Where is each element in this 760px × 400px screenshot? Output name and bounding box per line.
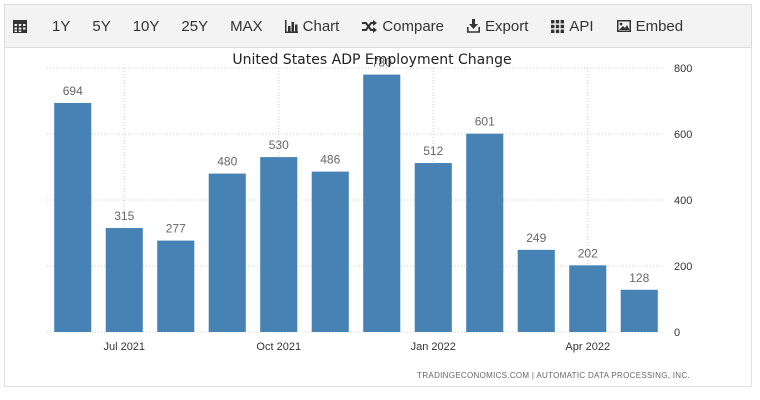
data-label: 512 — [423, 144, 443, 158]
calendar-icon — [13, 20, 27, 33]
y-tick-label: 200 — [674, 261, 692, 273]
api-button[interactable]: API — [551, 4, 594, 48]
shuffle-icon — [362, 19, 378, 33]
data-label: 202 — [578, 246, 598, 260]
y-tick-label: 600 — [674, 129, 692, 141]
bar-apr-2022[interactable] — [569, 265, 607, 332]
bar-oct-2021[interactable] — [260, 157, 298, 332]
bar-jan-2022[interactable] — [414, 163, 452, 332]
data-label: 128 — [629, 271, 649, 285]
embed-button-label: Embed — [635, 17, 684, 35]
grid-icon — [551, 19, 565, 33]
image-icon — [616, 20, 631, 32]
compare-button-label: Compare — [382, 17, 445, 35]
axis-layer: 0 200 400 600 800 Jul 2021 Oct 2021 Jan 2022 Apr… — [103, 63, 692, 353]
bar-nov-2021[interactable] — [311, 171, 349, 332]
data-label: 601 — [475, 115, 495, 129]
bar-dec-2021[interactable] — [363, 74, 401, 332]
range-1y-button[interactable]: 1Y — [52, 17, 71, 35]
chart-button-label: Chart — [302, 17, 340, 35]
chart-title: United States ADP Employment Change — [232, 52, 511, 68]
y-tick-label: 0 — [674, 327, 680, 339]
bar-feb-2022[interactable] — [466, 133, 504, 332]
chart-type-button[interactable]: Chart — [284, 4, 340, 48]
x-tick-label: Jan 2022 — [411, 341, 456, 353]
data-label: 530 — [269, 138, 289, 152]
export-button[interactable]: Export — [467, 4, 528, 48]
range-10y-button[interactable]: 10Y — [132, 17, 160, 35]
data-label: 249 — [526, 231, 546, 245]
range-5y-button[interactable]: 5Y — [92, 17, 111, 35]
export-button-label: Export — [485, 17, 529, 35]
bar-jun-2021[interactable] — [54, 102, 92, 332]
source-credit: TRADINGECONOMICS.COM | AUTOMATIC DATA PR… — [417, 371, 690, 380]
download-icon — [467, 19, 481, 33]
y-tick-label: 800 — [674, 63, 692, 75]
bar-aug-2021[interactable] — [157, 240, 195, 332]
bar-chart-icon — [284, 19, 298, 33]
bar-jul-2021[interactable] — [105, 228, 143, 332]
y-tick-label: 400 — [674, 195, 692, 207]
bar-layer — [54, 74, 658, 332]
x-tick-label: Oct 2021 — [256, 341, 301, 353]
x-tick-label: Apr 2022 — [565, 341, 610, 353]
x-tick-label: Jul 2021 — [103, 341, 145, 353]
calendar-button[interactable] — [13, 4, 32, 48]
data-label: 780 — [372, 56, 392, 70]
range-25y-button[interactable]: 25Y — [181, 17, 209, 35]
data-label: 694 — [63, 84, 83, 98]
chart-toolbar: 1Y 5Y 10Y 25Y MAX Chart Compare Export — [4, 4, 752, 48]
data-label: 315 — [114, 209, 134, 223]
bar-may-2022[interactable] — [620, 289, 658, 332]
range-max-button[interactable]: MAX — [230, 17, 263, 35]
compare-button[interactable]: Compare — [362, 4, 444, 48]
data-label: 277 — [166, 222, 186, 236]
bar-sep-2021[interactable] — [208, 173, 246, 332]
data-label-layer: 694 315 277 480 530 486 780 512 601 249 202 128 — [63, 56, 650, 285]
data-label: 480 — [217, 155, 237, 169]
embed-button[interactable]: Embed — [616, 4, 684, 48]
api-button-label: API — [569, 17, 594, 35]
data-label: 486 — [320, 153, 340, 167]
bar-mar-2022[interactable] — [517, 249, 555, 332]
